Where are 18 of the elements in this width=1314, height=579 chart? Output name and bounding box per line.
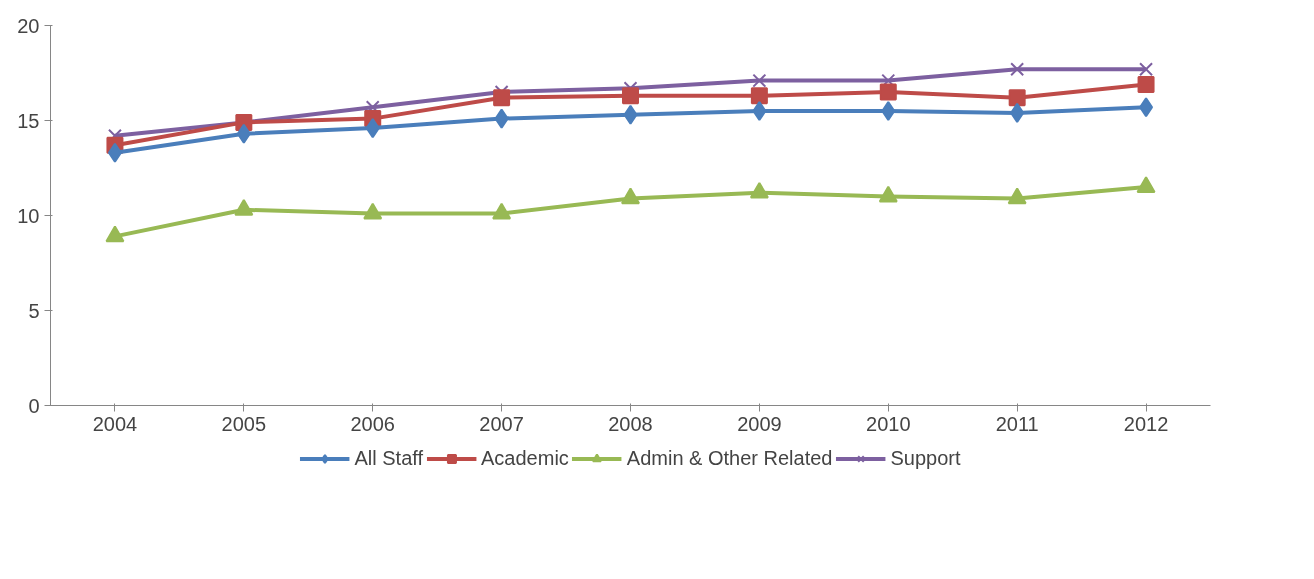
legend-label: Academic — [481, 446, 569, 470]
legend-label: Support — [890, 446, 961, 470]
x-tick-label: 2005 — [221, 412, 267, 435]
legend-label: All Staff — [354, 446, 424, 470]
y-tick-label: 5 — [28, 299, 40, 322]
x-tick-label: 2004 — [92, 412, 138, 435]
x-tick-label: 2008 — [608, 412, 653, 435]
y-tick-label: 20 — [17, 14, 40, 37]
legend-label: Admin & Other Related — [626, 446, 833, 470]
x-tick-label: 2010 — [866, 412, 911, 435]
x-tick-label: 2009 — [737, 412, 782, 435]
y-tick-label: 0 — [28, 394, 40, 417]
y-tick-label: 10 — [17, 204, 40, 227]
x-tick-label: 2007 — [479, 412, 524, 435]
x-tick-label: 2011 — [995, 412, 1039, 435]
y-tick-label: 15 — [17, 109, 40, 132]
x-tick-label: 2006 — [350, 412, 395, 435]
x-tick-label: 2012 — [1123, 412, 1169, 435]
